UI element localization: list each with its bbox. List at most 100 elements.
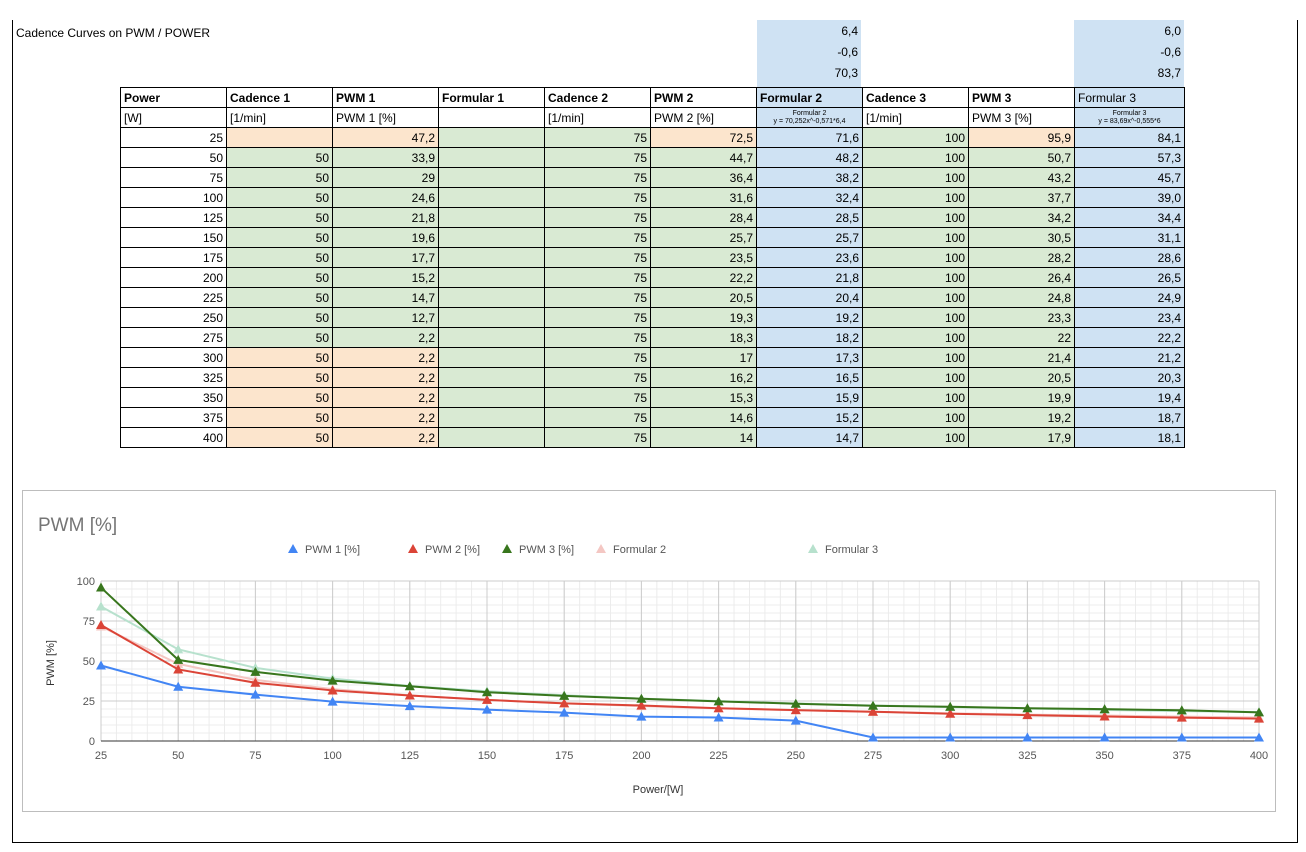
table-cell[interactable]: 43,2 [968, 167, 1075, 188]
table-cell[interactable]: 24,8 [968, 287, 1075, 308]
table-cell[interactable]: 75 [544, 207, 651, 228]
table-cell[interactable]: 75 [544, 267, 651, 288]
table-cell[interactable]: 50 [226, 287, 333, 308]
table-cell[interactable]: 75 [544, 287, 651, 308]
table-cell[interactable]: 19,4 [1074, 387, 1185, 408]
table-cell[interactable]: 100 [862, 227, 969, 248]
table-cell[interactable]: 75 [544, 247, 651, 268]
table-cell[interactable]: 47,2 [332, 127, 439, 148]
table-cell[interactable]: 200 [120, 267, 227, 288]
table-cell[interactable]: 15,2 [756, 407, 863, 428]
table-cell[interactable]: 24,9 [1074, 287, 1185, 308]
table-cell[interactable]: 50 [226, 367, 333, 388]
table-cell[interactable]: 37,7 [968, 187, 1075, 208]
table-cell[interactable]: 33,9 [332, 147, 439, 168]
table-cell[interactable]: 39,0 [1074, 187, 1185, 208]
table-cell[interactable]: 17,7 [332, 247, 439, 268]
table-cell[interactable]: 75 [544, 187, 651, 208]
table-cell[interactable]: 28,5 [756, 207, 863, 228]
table-cell[interactable] [438, 307, 545, 328]
table-cell[interactable] [438, 167, 545, 188]
table-cell[interactable]: 100 [862, 147, 969, 168]
table-cell[interactable]: 23,4 [1074, 307, 1185, 328]
table-cell[interactable]: 17,9 [968, 427, 1075, 448]
table-cell[interactable]: 50 [226, 427, 333, 448]
table-cell[interactable]: 250 [120, 307, 227, 328]
table-cell[interactable]: 20,5 [650, 287, 757, 308]
table-cell[interactable]: 50 [226, 307, 333, 328]
formula2-param-b[interactable]: -0,6 [837, 45, 858, 59]
table-cell[interactable] [438, 287, 545, 308]
table-cell[interactable]: 275 [120, 327, 227, 348]
table-cell[interactable]: 75 [544, 327, 651, 348]
table-cell[interactable]: 21,2 [1074, 347, 1185, 368]
table-cell[interactable]: 28,4 [650, 207, 757, 228]
table-cell[interactable]: 26,5 [1074, 267, 1185, 288]
table-cell[interactable]: 31,6 [650, 187, 757, 208]
column-header[interactable]: Formular 1 [438, 87, 545, 108]
table-cell[interactable]: 100 [862, 427, 969, 448]
formula2-param-a[interactable]: 6,4 [841, 24, 858, 38]
table-cell[interactable] [438, 227, 545, 248]
table-cell[interactable]: 75 [544, 367, 651, 388]
table-cell[interactable]: 18,7 [1074, 407, 1185, 428]
table-cell[interactable]: 25,7 [756, 227, 863, 248]
table-cell[interactable]: 2,2 [332, 407, 439, 428]
table-cell[interactable]: 15,9 [756, 387, 863, 408]
unit-cell[interactable]: [W] [120, 107, 227, 128]
column-header[interactable]: Cadence 3 [862, 87, 969, 108]
table-cell[interactable]: 20,3 [1074, 367, 1185, 388]
table-cell[interactable]: 18,2 [756, 327, 863, 348]
table-cell[interactable]: 50 [226, 327, 333, 348]
unit-cell[interactable]: [1/min] [862, 107, 969, 128]
table-cell[interactable]: 22,2 [1074, 327, 1185, 348]
table-cell[interactable]: 20,4 [756, 287, 863, 308]
table-cell[interactable]: 23,5 [650, 247, 757, 268]
table-cell[interactable]: 22,2 [650, 267, 757, 288]
table-cell[interactable]: 325 [120, 367, 227, 388]
table-cell[interactable]: 50 [226, 387, 333, 408]
table-cell[interactable]: 19,6 [332, 227, 439, 248]
table-cell[interactable]: 48,2 [756, 147, 863, 168]
table-cell[interactable]: 24,6 [332, 187, 439, 208]
formula3-param-b[interactable]: -0,6 [1160, 45, 1181, 59]
table-cell[interactable]: 50,7 [968, 147, 1075, 168]
table-cell[interactable]: 20,5 [968, 367, 1075, 388]
table-cell[interactable]: 100 [862, 187, 969, 208]
table-cell[interactable] [438, 427, 545, 448]
table-cell[interactable]: 175 [120, 247, 227, 268]
table-cell[interactable]: 75 [544, 167, 651, 188]
table-cell[interactable]: 21,8 [756, 267, 863, 288]
table-cell[interactable] [438, 327, 545, 348]
table-cell[interactable]: 100 [862, 407, 969, 428]
table-cell[interactable]: 375 [120, 407, 227, 428]
table-cell[interactable]: 100 [862, 387, 969, 408]
table-cell[interactable] [226, 127, 333, 148]
table-cell[interactable]: 19,3 [650, 307, 757, 328]
table-cell[interactable]: 350 [120, 387, 227, 408]
table-cell[interactable]: 71,6 [756, 127, 863, 148]
table-cell[interactable]: 15,2 [332, 267, 439, 288]
table-cell[interactable]: 18,3 [650, 327, 757, 348]
table-cell[interactable]: 34,4 [1074, 207, 1185, 228]
formula3-param-c[interactable]: 83,7 [1157, 66, 1181, 80]
table-cell[interactable]: 50 [226, 207, 333, 228]
table-cell[interactable]: 23,6 [756, 247, 863, 268]
table-cell[interactable]: 25,7 [650, 227, 757, 248]
table-cell[interactable]: 23,3 [968, 307, 1075, 328]
table-cell[interactable]: 95,9 [968, 127, 1075, 148]
table-cell[interactable]: 16,5 [756, 367, 863, 388]
table-cell[interactable]: 21,4 [968, 347, 1075, 368]
table-cell[interactable] [438, 267, 545, 288]
table-cell[interactable] [438, 187, 545, 208]
table-cell[interactable]: 400 [120, 427, 227, 448]
table-cell[interactable]: 225 [120, 287, 227, 308]
table-cell[interactable]: 75 [120, 167, 227, 188]
table-cell[interactable]: 45,7 [1074, 167, 1185, 188]
table-cell[interactable]: 36,4 [650, 167, 757, 188]
table-cell[interactable]: 28,6 [1074, 247, 1185, 268]
table-cell[interactable] [438, 387, 545, 408]
table-cell[interactable]: 125 [120, 207, 227, 228]
